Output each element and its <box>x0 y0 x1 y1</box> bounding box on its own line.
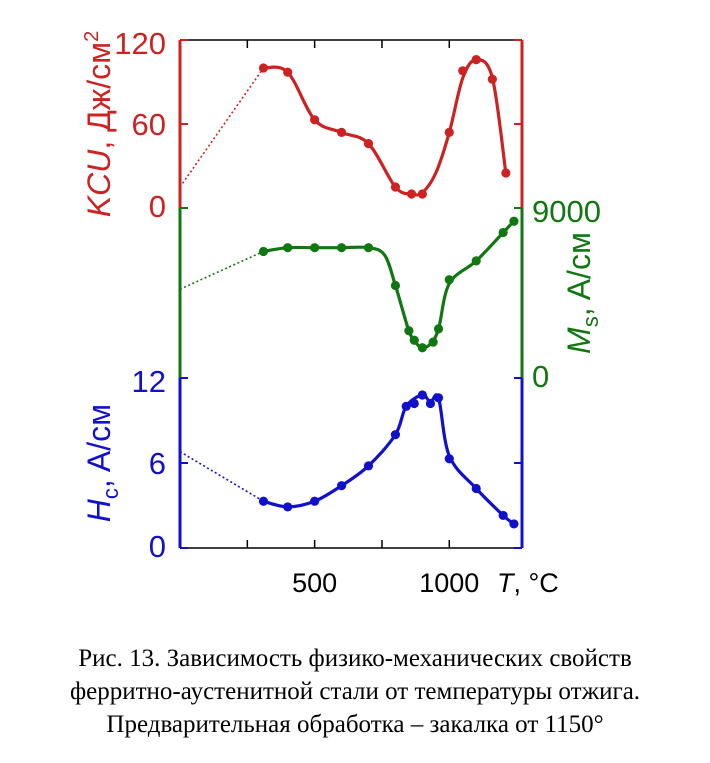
hc-data-point <box>509 519 519 529</box>
kcu-tick-label: 0 <box>149 189 166 224</box>
kcu-tick-label: 60 <box>132 107 166 142</box>
kcu-tick-label: 120 <box>114 26 166 61</box>
kcu-data-point <box>283 67 293 77</box>
panel-hc: 0 6 12 Hc, A/см <box>81 364 524 564</box>
kcu-data-point <box>501 168 511 178</box>
hc-data-point <box>417 390 427 400</box>
hc-data-point <box>471 483 481 494</box>
ms-data-point <box>258 246 269 257</box>
hc-data-point <box>498 510 508 521</box>
hc-tick-label: 12 <box>132 364 166 399</box>
ms-axis-label: Ms, A/см <box>561 232 603 354</box>
hc-data-point <box>283 502 293 512</box>
ms-extrapolation-line <box>179 250 264 290</box>
figure: 500 1000 T, °C 0 60 120 KCU, Дж/см2 0 9000 Ms, A/… <box>81 26 603 598</box>
kcu-data-point <box>310 115 320 125</box>
caption-line-2: ферритно-аустенитной стали от температур… <box>69 678 641 705</box>
hc-data-point <box>433 393 444 403</box>
ms-data-point <box>428 337 438 347</box>
kcu-data-point <box>458 66 468 76</box>
ms-data-point <box>283 243 293 253</box>
kcu-data-point <box>363 139 374 149</box>
kcu-data-point <box>444 127 454 137</box>
kcu-series-line <box>261 57 508 197</box>
ms-data-point <box>409 335 419 345</box>
ms-data-point <box>498 227 508 238</box>
ms-data-point <box>471 256 481 266</box>
kcu-data-point <box>417 189 427 199</box>
kcu-data-point <box>390 182 401 192</box>
kcu-data-point <box>471 55 481 65</box>
ms-data-point <box>433 324 444 334</box>
hc-data-point <box>444 454 454 464</box>
ms-data-point <box>310 243 320 253</box>
ms-data-point <box>336 243 347 253</box>
kcu-axis-label: KCU, Дж/см2 <box>81 31 117 217</box>
ms-data-point <box>404 326 414 336</box>
caption-line-1: Рис. 13. Зависимость физико-механических… <box>78 645 632 672</box>
hc-axis-label: Hc, A/см <box>81 404 123 522</box>
x-tick-label: 1000 <box>419 568 479 598</box>
hc-tick-label: 0 <box>149 529 166 564</box>
ms-data-point <box>509 216 519 226</box>
hc-data-point <box>310 496 320 506</box>
kcu-data-point <box>487 74 497 84</box>
caption-line-3: Предварительная обработка – закалка от 1… <box>106 711 604 738</box>
ms-tick-label: 0 <box>532 359 549 394</box>
hc-data-point <box>336 481 347 491</box>
ms-data-point <box>417 343 427 353</box>
hc-data-point <box>363 461 374 471</box>
ms-tick-label: 9000 <box>532 194 601 229</box>
hc-data-point <box>390 430 401 440</box>
hc-series-line <box>261 393 516 526</box>
ms-data-point <box>444 275 454 285</box>
kcu-data-point <box>406 189 417 199</box>
hc-data-point <box>258 496 269 506</box>
hc-extrapolation-line <box>179 450 264 502</box>
ms-series-line <box>261 219 516 350</box>
hc-tick-label: 6 <box>149 446 166 481</box>
kcu-data-point <box>258 63 269 73</box>
x-tick-label: 500 <box>292 568 337 598</box>
ms-data-point <box>390 280 401 291</box>
kcu-data-point <box>336 127 347 137</box>
ms-data-point <box>363 243 374 253</box>
hc-data-point <box>409 398 419 409</box>
x-axis-label: T, °C <box>497 568 559 598</box>
hc-data-point <box>425 398 436 409</box>
hc-data-point <box>401 401 411 411</box>
kcu-extrapolation-line <box>179 67 265 188</box>
